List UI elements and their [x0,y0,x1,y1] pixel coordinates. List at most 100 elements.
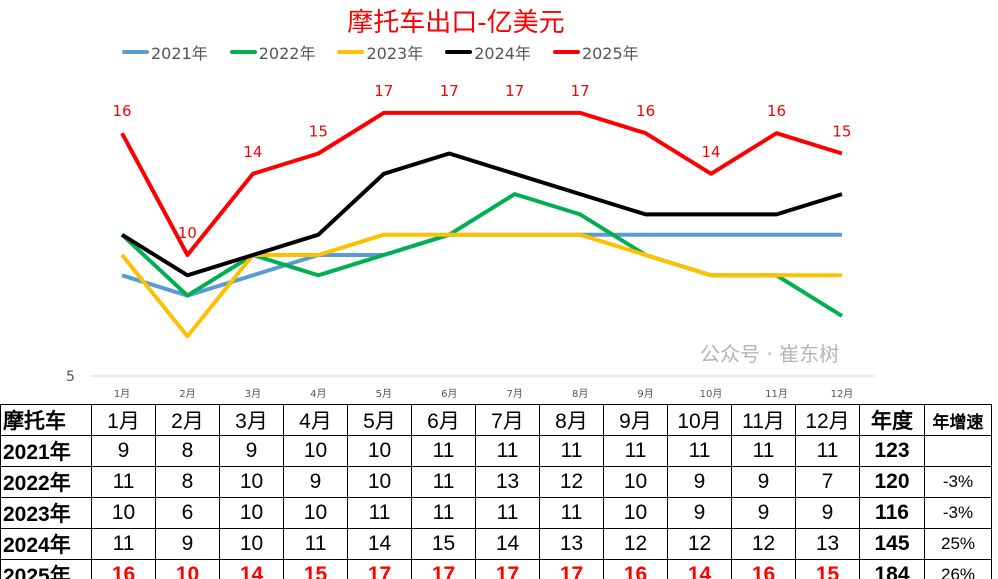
value-cell: 11 [475,435,540,467]
value-cell: 8 [155,435,220,467]
value-cell: 11 [539,497,604,529]
value-cell: 15 [795,559,860,579]
month-header: 7月 [475,404,540,436]
value-cell: 11 [667,435,732,467]
value-cell: 9 [731,497,796,529]
value-cell: 14 [219,559,284,579]
growth-cell: 25% [924,528,992,560]
value-cell: 10 [283,497,348,529]
month-header: 8月 [539,404,604,436]
row-label: 2024年 [0,528,92,560]
value-cell: 11 [283,528,348,560]
value-cell: 10 [219,528,284,560]
annual-cell: 145 [859,528,925,560]
x-tick-label: 10月 [700,388,723,400]
x-tick-label: 4月 [310,388,326,400]
legend: 2021年 2022年 2023年 2024年 2025年 [122,40,639,64]
table-row: 2022年 11 8 10 9 10 11 13 12 10 9 9 7 120 -3% [0,466,992,498]
value-cell: 16 [731,559,796,579]
x-tick-label: 2月 [179,388,195,400]
value-cell: 8 [155,466,220,498]
data-label: 17 [571,82,590,100]
value-cell: 12 [603,528,668,560]
legend-item: 2024年 [445,40,531,64]
value-cell: 9 [667,466,732,498]
legend-label: 2023年 [366,44,424,63]
data-label: 14 [702,143,721,161]
value-cell: 9 [283,466,348,498]
legend-item: 2023年 [337,40,423,64]
value-cell: 16 [91,559,156,579]
annual-header: 年度 [859,404,925,436]
x-tick-label: 6月 [441,388,457,400]
month-header: 6月 [411,404,476,436]
legend-swatch [122,50,149,54]
annual-cell: 120 [859,466,925,498]
legend-item: 2025年 [552,40,639,64]
table-row: 2024年 11 9 10 11 14 15 14 13 12 12 12 13 145 25% [0,528,992,560]
table-row: 2023年 10 6 10 10 11 11 11 11 10 9 9 9 116 -3% [0,497,992,529]
month-header: 12月 [795,404,860,436]
value-cell: 6 [155,497,220,529]
x-tick-label: 11月 [765,388,788,400]
annual-cell: 116 [859,497,925,529]
value-cell: 10 [347,466,412,498]
x-tick-label: 3月 [245,388,261,400]
legend-swatch [229,50,257,54]
value-cell: 7 [795,466,860,498]
data-label: 15 [309,123,328,141]
month-header: 2月 [155,404,220,436]
value-cell: 11 [731,435,796,467]
value-cell: 17 [347,559,412,579]
value-cell: 17 [539,559,604,579]
value-cell: 16 [603,559,668,579]
value-cell: 15 [411,528,476,560]
y-tick-label: 5 [66,369,75,385]
month-header: 11月 [731,404,796,436]
legend-item: 2021年 [122,40,208,64]
x-tick-label: 7月 [507,388,523,400]
data-label: 17 [374,82,393,100]
value-cell: 9 [91,435,156,467]
data-label: 15 [832,123,851,141]
data-label: 14 [243,143,262,161]
table-header-row: 摩托车 1月 2月 3月 4月 5月 6月 7月 8月 9月 10月 11月 12月 年度 年增速 [0,404,992,436]
growth-cell: -3% [924,497,992,529]
x-tick-label: 1月 [114,388,130,400]
data-label: 17 [505,82,524,100]
value-cell: 9 [155,528,220,560]
value-cell: 13 [475,466,540,498]
annual-cell: 123 [859,435,925,467]
value-cell: 12 [731,528,796,560]
value-cell: 14 [475,528,540,560]
data-label: 17 [440,82,459,100]
legend-item: 2022年 [229,40,316,64]
data-table: 摩托车 1月 2月 3月 4月 5月 6月 7月 8月 9月 10月 11月 12月 年度 年增速 2021年… [0,404,992,579]
value-cell: 9 [795,497,860,529]
line-plot: 5 1月 2月 3月 4月 5月 6月 7月 8月 9月 10月 11月 12月 16 10 14 15 17 17… [66,82,875,400]
legend-swatch [445,50,473,54]
series-line-2024年 [120,151,843,278]
corner-cell: 摩托车 [0,404,92,436]
value-cell: 11 [795,435,860,467]
value-cell: 15 [283,559,348,579]
chart-title: 摩托车出口-亿美元 [347,8,565,38]
legend-label: 2022年 [258,44,316,63]
value-cell: 10 [283,435,348,467]
growth-header: 年增速 [924,404,992,436]
value-cell: 14 [667,559,732,579]
value-cell: 11 [475,497,540,529]
value-cell: 11 [91,466,156,498]
row-label: 2021年 [0,435,92,467]
value-cell: 9 [667,497,732,529]
value-cell: 10 [155,559,220,579]
value-cell: 11 [411,435,476,467]
value-cell: 13 [795,528,860,560]
value-cell: 13 [539,528,604,560]
month-header: 5月 [347,404,412,436]
value-cell: 12 [539,466,604,498]
table-row: 2021年 9 8 9 10 10 11 11 11 11 11 11 11 123 [0,435,992,467]
value-cell: 11 [411,466,476,498]
data-label: 16 [112,102,131,120]
value-cell: 10 [347,435,412,467]
